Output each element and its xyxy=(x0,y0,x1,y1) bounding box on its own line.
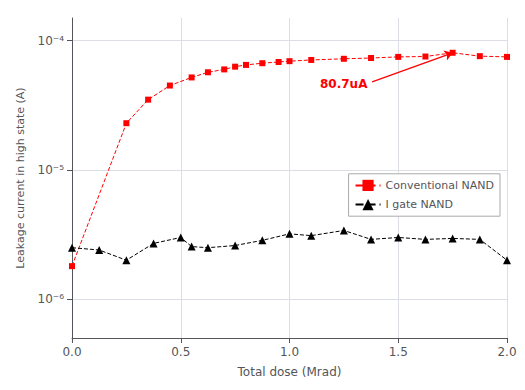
svg-text:1.5: 1.5 xyxy=(389,345,408,359)
svg-text:Leakage current in high state: Leakage current in high state (A) xyxy=(14,87,27,268)
svg-text:2.0: 2.0 xyxy=(497,345,516,359)
svg-text:1.0: 1.0 xyxy=(280,345,299,359)
svg-text:10⁻⁵: 10⁻⁵ xyxy=(38,163,65,177)
svg-text:10⁻⁶: 10⁻⁶ xyxy=(38,292,65,306)
svg-text:0.0: 0.0 xyxy=(62,345,81,359)
svg-text:10⁻⁴: 10⁻⁴ xyxy=(38,34,65,48)
svg-text:80.7uA: 80.7uA xyxy=(320,77,368,91)
svg-text:0.5: 0.5 xyxy=(171,345,190,359)
svg-text:I gate NAND: I gate NAND xyxy=(386,198,454,211)
svg-text:Total dose (Mrad): Total dose (Mrad) xyxy=(237,365,342,379)
svg-text:Conventional NAND: Conventional NAND xyxy=(386,179,494,192)
